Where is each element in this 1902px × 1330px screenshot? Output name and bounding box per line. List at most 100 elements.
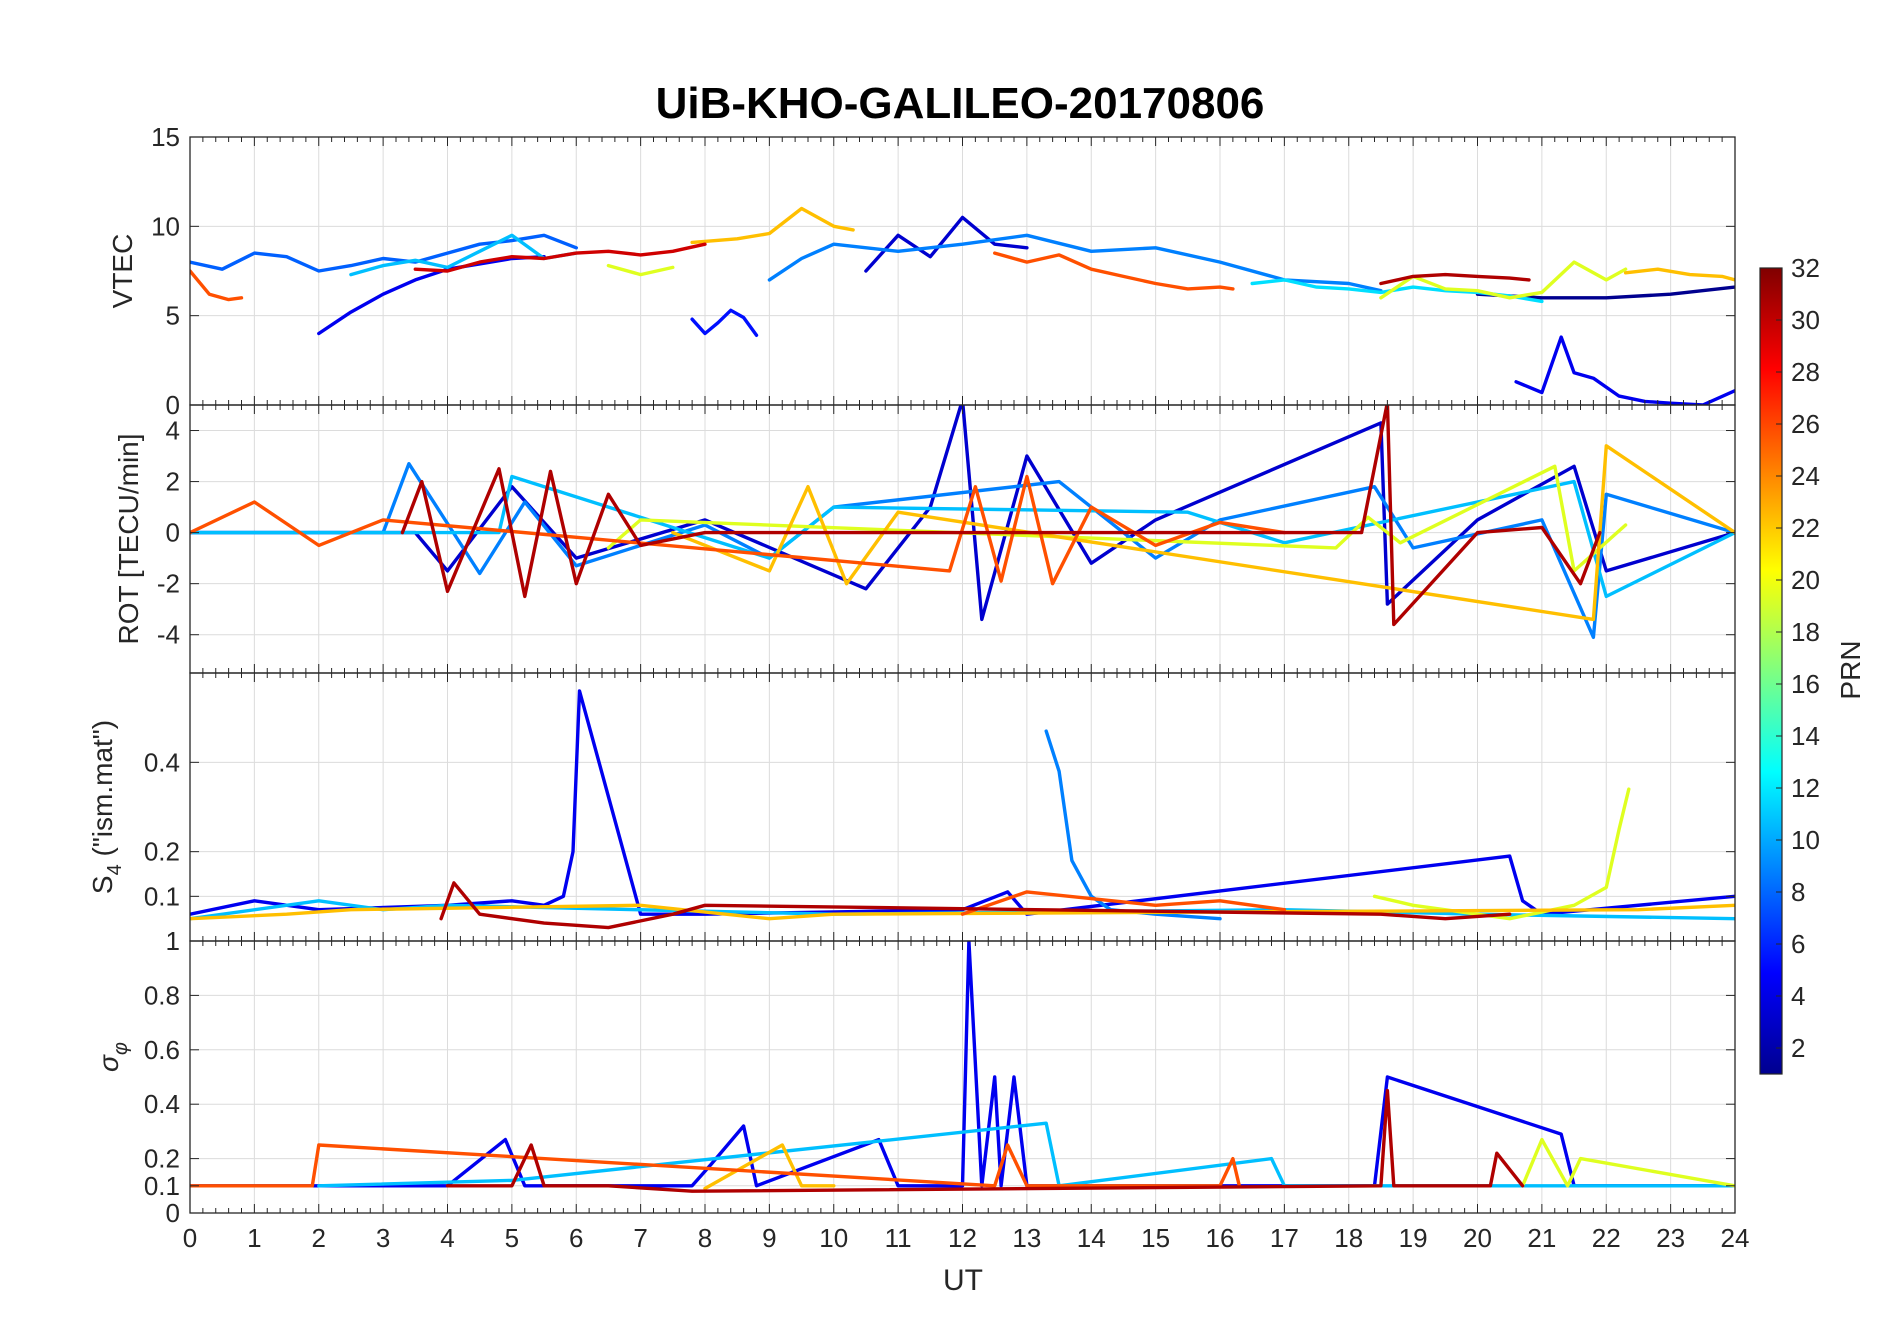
y-tick-label: 0 xyxy=(166,390,180,420)
x-tick-label: 21 xyxy=(1527,1223,1556,1253)
series-line-prn-4 xyxy=(1514,335,1735,405)
series-line-prn-19 xyxy=(606,464,1628,573)
series-line-prn-10 xyxy=(767,233,1383,293)
y-tick-label: 0.1 xyxy=(144,881,180,911)
colorbar-tick-label: 6 xyxy=(1791,929,1805,959)
panel-vtec: 0 5 10 15 VTEC xyxy=(107,122,1736,420)
x-tick-label: 2 xyxy=(312,1223,326,1253)
y-tick-label: 0.1 xyxy=(144,1171,180,1201)
colorbar-tick-label: 8 xyxy=(1791,877,1805,907)
x-tick-label: 1 xyxy=(247,1223,261,1253)
series-line-prn-25 xyxy=(190,474,1287,586)
colorbar-label: PRN xyxy=(1835,640,1866,699)
series-line-prn-25 xyxy=(190,1143,1242,1188)
series-line-prn-22 xyxy=(703,1143,836,1191)
series-group xyxy=(190,405,1735,639)
x-tick-label: 20 xyxy=(1463,1223,1492,1253)
series-line-prn-19 xyxy=(1520,1137,1735,1188)
y-tick-label: 4 xyxy=(166,416,180,446)
colorbar-tick-label: 4 xyxy=(1791,981,1805,1011)
y-tick-label: 5 xyxy=(166,301,180,331)
series-line-prn-31 xyxy=(439,881,1512,930)
colorbar-tick-label: 2 xyxy=(1791,1033,1805,1063)
y-tick-label: 0.4 xyxy=(144,1089,180,1119)
series-group xyxy=(190,206,1735,405)
colorbar-tick-label: 28 xyxy=(1791,357,1820,387)
series-line-prn-25 xyxy=(960,890,1287,916)
y-tick-label: -2 xyxy=(157,569,180,599)
series-line-prn-5 xyxy=(690,308,759,337)
x-tick-label: 22 xyxy=(1592,1223,1621,1253)
x-tick-label: 13 xyxy=(1012,1223,1041,1253)
series-line-prn-19 xyxy=(606,263,675,277)
x-tick-label: 7 xyxy=(633,1223,647,1253)
colorbar-tick-label: 14 xyxy=(1791,721,1820,751)
panel-s4: 0.1 0.2 0.4 S4 ("ism.mat") xyxy=(87,672,1736,942)
x-axis-label: UT xyxy=(943,1264,983,1297)
x-tick-label: 17 xyxy=(1270,1223,1299,1253)
x-tick-label: 8 xyxy=(698,1223,712,1253)
x-tick-label: 18 xyxy=(1334,1223,1363,1253)
series-line-prn-25 xyxy=(993,251,1235,291)
x-tick-label: 15 xyxy=(1141,1223,1170,1253)
y-tick-label: 15 xyxy=(151,122,180,152)
x-tick-label: 12 xyxy=(948,1223,977,1253)
colorbar-tick-label: 20 xyxy=(1791,565,1820,595)
y-tick-label: 0.4 xyxy=(144,747,180,777)
colorbar-tick-label: 18 xyxy=(1791,617,1820,647)
series-line-prn-22 xyxy=(190,903,1735,921)
series-line-prn-22 xyxy=(1623,267,1735,282)
series-line-prn-19 xyxy=(1372,787,1631,921)
series-line-prn-10 xyxy=(1044,729,1222,921)
colorbar-gradient xyxy=(1759,267,1783,1075)
series-line-prn-19 xyxy=(1379,260,1628,300)
series-line-prn-12 xyxy=(190,899,1735,921)
x-tick-label: 11 xyxy=(885,1223,912,1253)
series-line-prn-9 xyxy=(190,233,578,273)
y-tick-label: 0 xyxy=(166,518,180,548)
x-tick-label: 6 xyxy=(569,1223,583,1253)
y-axis-label: S4 ("ism.mat") xyxy=(87,720,126,894)
series-line-prn-25 xyxy=(190,269,244,302)
y-axis-label: ROT [TECU/min] xyxy=(113,433,144,644)
y-tick-label: -4 xyxy=(157,620,180,650)
y-axis-label: σφ xyxy=(93,1042,132,1072)
series-line-prn-3 xyxy=(864,215,1029,273)
colorbar-tick-label: 16 xyxy=(1791,669,1820,699)
x-tick-label: 19 xyxy=(1399,1223,1428,1253)
x-tick-label: 5 xyxy=(505,1223,519,1253)
y-tick-label: 0.8 xyxy=(144,980,180,1010)
chart-title: UiB-KHO-GALILEO-20170806 xyxy=(656,79,1265,128)
colorbar-tick-label: 30 xyxy=(1791,305,1820,335)
series-line-prn-22 xyxy=(690,206,855,245)
x-tick-label: 14 xyxy=(1077,1223,1106,1253)
series-line-prn-30 xyxy=(413,242,707,273)
series-line-prn-31 xyxy=(400,405,1602,627)
x-tick-label: 9 xyxy=(762,1223,776,1253)
series-line-prn-31 xyxy=(445,1088,1525,1193)
series-group xyxy=(190,689,1735,930)
y-axis-label: VTEC xyxy=(107,234,138,309)
x-tick-label: 0 xyxy=(183,1223,197,1253)
series-line-prn-12 xyxy=(349,233,578,277)
y-tick-label: 0 xyxy=(166,1198,180,1228)
x-tick-label: 3 xyxy=(376,1223,390,1253)
series-group xyxy=(190,941,1735,1193)
colorbar-tick-label: 12 xyxy=(1791,773,1820,803)
series-line-prn-13 xyxy=(1250,278,1544,304)
y-tick-label: 0.2 xyxy=(144,837,180,867)
panel-rot: -4 -2 0 2 4 ROT [TECU/min] xyxy=(113,404,1736,674)
series-line-prn-31 xyxy=(1379,272,1531,286)
y-tick-label: 10 xyxy=(151,211,180,241)
series-line-prn-4 xyxy=(317,255,546,336)
colorbar-tick-label: 32 xyxy=(1791,253,1820,283)
colorbar-tick-label: 26 xyxy=(1791,409,1820,439)
colorbar-tick-label: 22 xyxy=(1791,513,1820,543)
x-tick-label: 24 xyxy=(1721,1223,1750,1253)
y-tick-label: 2 xyxy=(166,467,180,497)
y-tick-label: 0.2 xyxy=(144,1144,180,1174)
